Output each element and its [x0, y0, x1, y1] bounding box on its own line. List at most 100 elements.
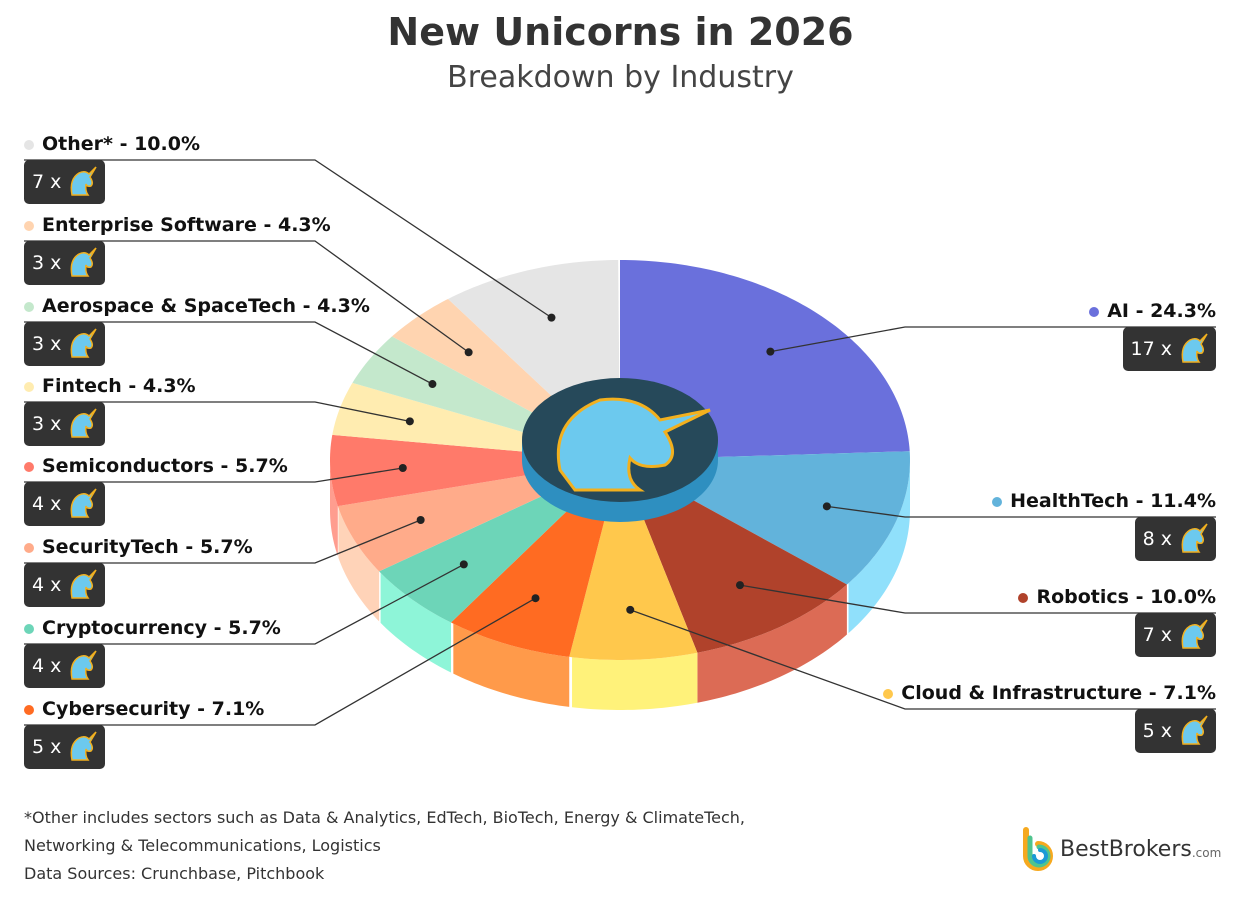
slice-label: Other* - 10.0%	[24, 133, 200, 155]
slice-label-text: Fintech - 4.3%	[42, 375, 196, 397]
slice-label: Fintech - 4.3%	[24, 375, 196, 397]
slice-label: Robotics - 10.0%	[1018, 586, 1216, 608]
unicorn-count-badge: 3 x	[24, 402, 106, 446]
leader-dot	[398, 464, 407, 473]
chart-title: New Unicorns in 2026	[387, 10, 854, 54]
leader-dot	[464, 348, 473, 357]
legend-dot	[24, 461, 34, 472]
leader-dot	[547, 313, 556, 322]
pie-side-2	[697, 584, 847, 703]
pie-side-7	[330, 461, 338, 557]
slice-label: Cryptocurrency - 5.7%	[24, 617, 281, 639]
unicorn-count-badge: 4 x	[24, 482, 106, 526]
slice-label: Cloud & Infrastructure - 7.1%	[883, 682, 1216, 704]
unicorn-head-icon	[70, 488, 98, 518]
pie-side-4	[453, 623, 570, 707]
slice-label: Enterprise Software - 4.3%	[24, 214, 331, 236]
count-text: 7 x	[1142, 624, 1172, 646]
slice-label: Cybersecurity - 7.1%	[24, 698, 264, 720]
unicorn-count-badge: 4 x	[24, 644, 106, 688]
unicorn-head-icon	[556, 397, 711, 492]
slice-label: HealthTech - 11.4%	[992, 490, 1216, 512]
slice-label: SecurityTech - 5.7%	[24, 536, 253, 558]
unicorn-head-icon	[1181, 523, 1208, 553]
count-text: 5 x	[1142, 720, 1172, 742]
leader-dot	[766, 347, 775, 356]
leader-line	[24, 597, 536, 726]
leader-line	[739, 584, 1216, 614]
chart-subtitle: Breakdown by Industry	[447, 60, 794, 95]
pie-slice-cloud-infrastructure	[569, 460, 698, 660]
leader-dot	[735, 581, 744, 590]
legend-dot	[24, 381, 34, 392]
slice-label-text: SecurityTech - 5.7%	[42, 536, 253, 558]
leader-line	[770, 326, 1216, 353]
legend-dot	[24, 139, 34, 150]
footnote-other: *Other includes sectors such as Data & A…	[24, 808, 745, 827]
legend-dot	[1089, 306, 1100, 317]
unicorn-count-badge: 7 x	[24, 160, 106, 204]
leader-dot	[531, 594, 540, 603]
slice-label-text: Cybersecurity - 7.1%	[42, 698, 265, 720]
unicorn-head-icon	[70, 650, 98, 680]
unicorn-head-icon	[70, 166, 98, 196]
leader-line	[24, 321, 433, 385]
unicorn-count-badge: 17 x	[1122, 327, 1216, 371]
unicorn-count-badge: 3 x	[24, 241, 106, 285]
count-text: 8 x	[1142, 528, 1172, 550]
slice-label-text: AI - 24.3%	[1107, 300, 1216, 322]
slice-label-text: Cloud & Infrastructure - 7.1%	[901, 682, 1216, 704]
unicorn-count-badge: 8 x	[1134, 517, 1216, 561]
footnote-sources: Data Sources: Crunchbase, Pitchbook	[24, 864, 325, 883]
slice-label: Semiconductors - 5.7%	[24, 455, 288, 477]
leader-dot	[416, 516, 425, 525]
count-text: 17 x	[1130, 338, 1172, 360]
count-text: 4 x	[32, 655, 62, 677]
slice-label-text: HealthTech - 11.4%	[1010, 490, 1216, 512]
leader-line	[24, 240, 470, 353]
count-text: 3 x	[32, 252, 62, 274]
leader-line	[24, 401, 410, 422]
slice-label: AI - 24.3%	[1089, 300, 1216, 322]
unicorn-head-icon	[70, 328, 98, 358]
unicorn-head-icon	[1181, 715, 1208, 745]
count-text: 3 x	[32, 333, 62, 355]
unicorn-count-badge: 5 x	[1134, 709, 1216, 753]
slice-label-text: Robotics - 10.0%	[1036, 586, 1216, 608]
legend-dot	[883, 688, 894, 699]
legend-dot	[1018, 592, 1029, 603]
leader-line	[24, 563, 465, 645]
slice-label-text: Semiconductors - 5.7%	[42, 455, 288, 477]
slice-label: Aerospace & SpaceTech - 4.3%	[24, 295, 370, 317]
leader-line	[24, 519, 421, 564]
count-text: 4 x	[32, 574, 62, 596]
unicorn-head-icon	[1181, 619, 1208, 649]
leader-line	[24, 159, 552, 319]
legend-dot	[24, 542, 34, 553]
unicorn-head-icon	[70, 247, 98, 277]
legend-dot	[992, 496, 1003, 507]
unicorn-count-badge: 4 x	[24, 563, 106, 607]
unicorn-count-badge: 5 x	[24, 725, 106, 769]
unicorn-head-icon	[70, 731, 98, 761]
logo-suffix: .com	[1191, 846, 1222, 860]
slice-label-text: Aerospace & SpaceTech - 4.3%	[42, 295, 370, 317]
bestbrokers-logo: BestBrokers .com	[1020, 826, 1221, 872]
slice-label-text: Enterprise Software - 4.3%	[42, 214, 331, 236]
pie-slice-semiconductors	[330, 434, 620, 507]
count-text: 7 x	[32, 171, 62, 193]
leader-line	[24, 467, 403, 483]
pie-side-6	[338, 507, 380, 622]
count-text: 3 x	[32, 413, 62, 435]
legend-dot	[24, 623, 34, 634]
logo-mark-icon	[1023, 827, 1053, 871]
legend-dot	[24, 301, 34, 312]
unicorn-count-badge: 3 x	[24, 322, 106, 366]
count-text: 5 x	[32, 736, 62, 758]
unicorn-head-icon	[70, 408, 98, 438]
unicorn-head-icon	[70, 569, 98, 599]
leader-dot	[822, 502, 831, 511]
footnote-other-cont: Networking & Telecommunications, Logisti…	[24, 836, 381, 855]
